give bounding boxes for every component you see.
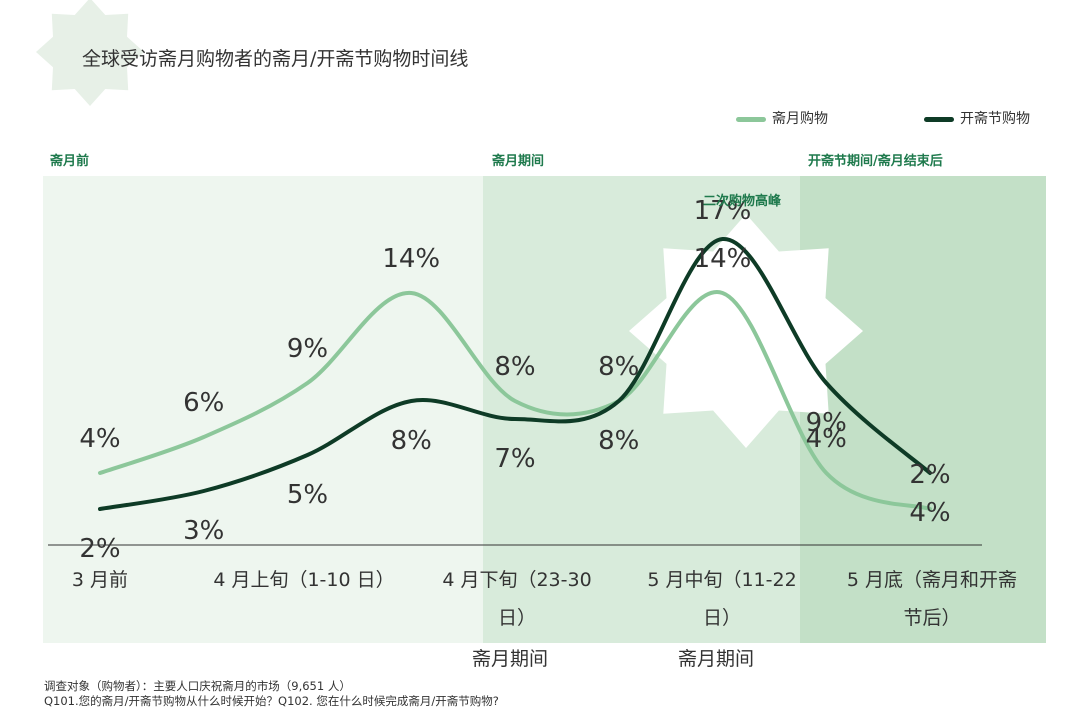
phase-band-2 xyxy=(800,176,1046,643)
series-line-eid xyxy=(98,236,932,511)
peak-annotation: 二次购物高峰 xyxy=(703,194,782,209)
data-label: 14% xyxy=(382,244,440,274)
x-tick-label: 4 月上旬（1-10 日） xyxy=(213,569,395,591)
phase-label-after: 开斋节期间/斋月结束后 xyxy=(808,154,943,169)
data-label: 4% xyxy=(79,424,120,454)
legend-item-eid: 开斋节购物 xyxy=(924,108,1030,128)
data-label: 7% xyxy=(494,444,535,474)
data-label: 8% xyxy=(598,352,639,382)
data-label: 6% xyxy=(183,388,224,418)
data-label: 17% xyxy=(694,196,752,226)
x-sub-label: 斋月期间 xyxy=(472,648,549,670)
x-tick-label: 4 月下旬（23-30 日） xyxy=(442,569,592,629)
data-label: 3% xyxy=(183,516,224,546)
data-label: 4% xyxy=(909,498,950,528)
data-label: 8% xyxy=(494,352,535,382)
data-label: 2% xyxy=(79,534,120,564)
legend-label-ramadan: 斋月购物 xyxy=(772,111,828,127)
data-label: 14% xyxy=(694,244,752,274)
data-label: 8% xyxy=(391,426,432,456)
data-label: 8% xyxy=(598,426,639,456)
x-tick-label: 5 月中旬（11-22 日） xyxy=(647,569,797,629)
footnote-questions: Q101.您的斋月/开斋节购物从什么时候开始？Q102. 您在什么时候完成斋月/… xyxy=(44,694,499,708)
data-label: 5% xyxy=(287,480,328,510)
legend-swatch-eid xyxy=(924,116,954,122)
x-tick-label: 3 月前 xyxy=(71,569,129,591)
legend-item-ramadan: 斋月购物 xyxy=(736,108,828,128)
series-line-ramadan xyxy=(98,290,932,511)
decorative-star xyxy=(36,0,144,106)
data-label: 4% xyxy=(806,424,847,454)
x-tick-label: 5 月底（斋月和开斋节后） xyxy=(846,569,1018,629)
chart-title: 全球受访斋月购物者的斋月/开斋节购物时间线 xyxy=(82,48,469,70)
data-label: 2% xyxy=(909,460,950,490)
data-label: 9% xyxy=(287,334,328,364)
data-label: 9% xyxy=(806,408,847,438)
x-sub-label: 斋月期间 xyxy=(678,648,755,670)
legend-label-eid: 开斋节购物 xyxy=(960,111,1030,127)
phase-label-during: 斋月期间 xyxy=(492,154,545,169)
legend-swatch-ramadan xyxy=(736,116,766,122)
footnote-sample: 调查对象（购物者）：主要人口庆祝斋月的市场（9,651 人） xyxy=(44,679,351,693)
phase-label-before: 斋月前 xyxy=(50,154,90,169)
